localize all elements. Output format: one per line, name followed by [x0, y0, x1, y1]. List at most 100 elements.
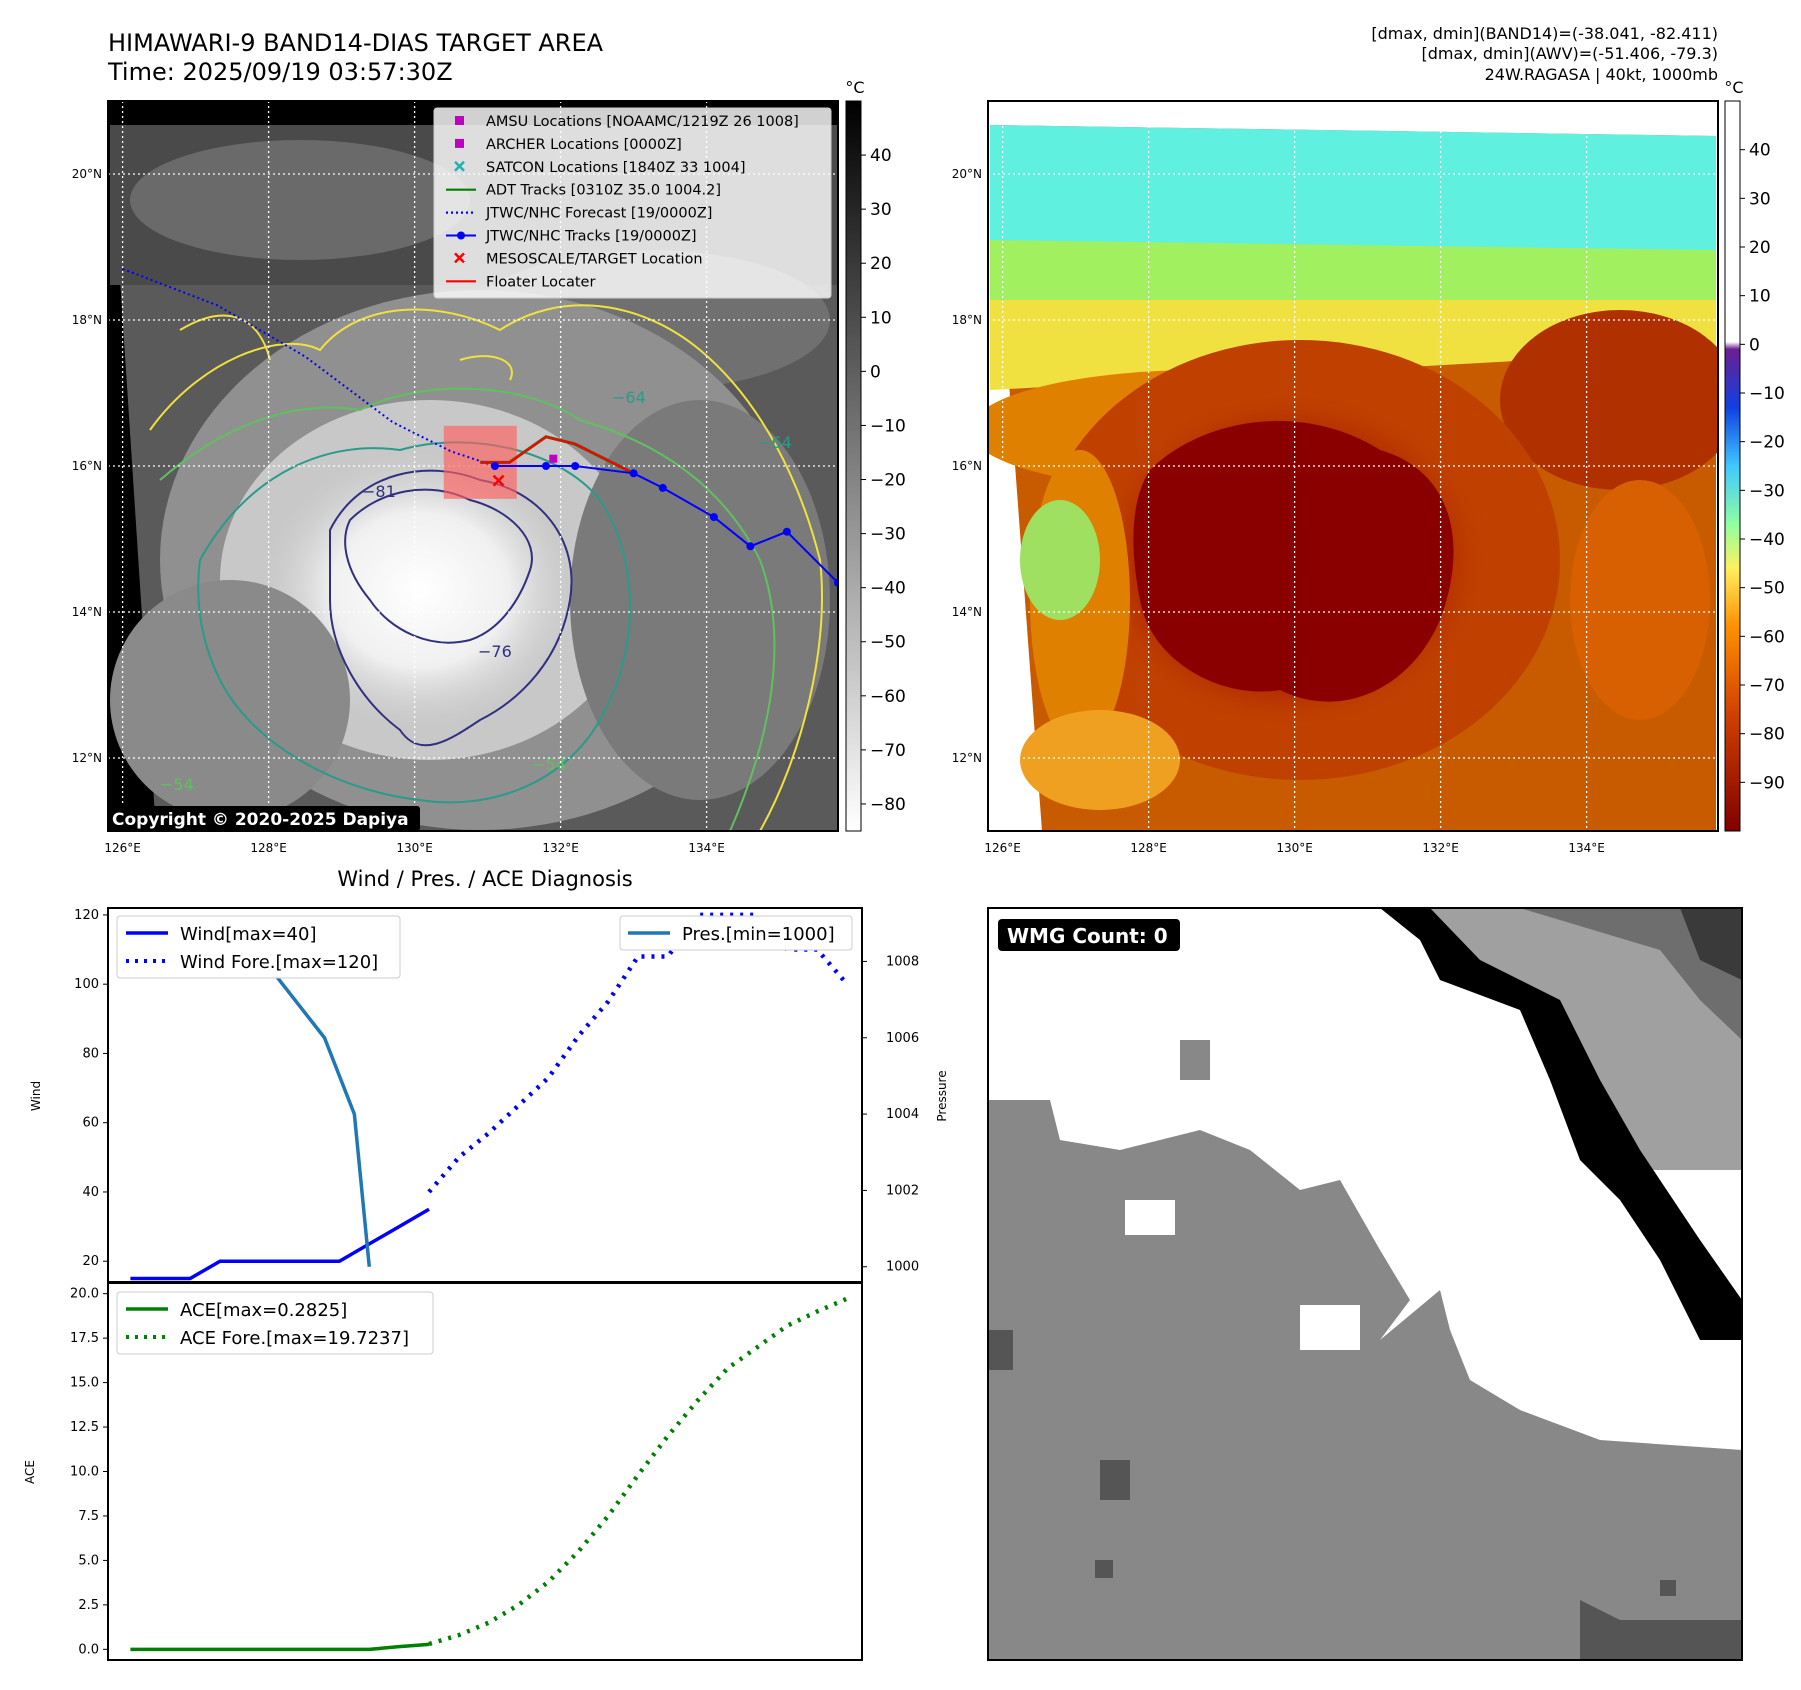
archer-location-marker — [549, 454, 558, 463]
y-tick-label: 15.0 — [70, 1376, 99, 1391]
wmg-imagery — [988, 908, 1742, 1660]
lat-tick-label: 12°N — [72, 751, 102, 765]
diagnosis-title: Wind / Pres. / ACE Diagnosis — [337, 867, 632, 891]
jtwc-track-point — [629, 469, 638, 478]
colorbar-tick-label: −90 — [1749, 773, 1785, 793]
y-tick-label: 10.0 — [70, 1465, 99, 1480]
lat-tick-label: 12°N — [952, 751, 982, 765]
lon-tick-label: 134°E — [688, 841, 725, 855]
y-tick-label: 60 — [82, 1116, 99, 1131]
legend-wind: Wind[max=40] — [180, 924, 317, 945]
y2-tick-label: 1004 — [886, 1107, 919, 1122]
ir-contour-labels: −81 −76 −64 −54 −64 −54 — [160, 388, 792, 794]
colorbar-tick-label: 10 — [870, 308, 892, 328]
ir-legend: AMSU Locations [NOAAMC/1219Z 26 1008] ARC… — [433, 107, 832, 299]
info-line-1: [dmax, dmin](BAND14)=(-38.041, -82.411) — [1371, 24, 1718, 43]
ir-contours — [149, 304, 823, 831]
y2-tick-label: 1002 — [886, 1183, 919, 1198]
colorbar-tick-label: 20 — [1749, 238, 1771, 258]
colorbar-tick-label: −60 — [1749, 627, 1785, 647]
lon-tick-label: 128°E — [1130, 841, 1167, 855]
lon-tick-label: 130°E — [396, 841, 433, 855]
info-line-3: 24W.RAGASA | 40kt, 1000mb — [1485, 65, 1718, 84]
lon-tick-label: 134°E — [1568, 841, 1605, 855]
awv-axis-ticks: 126°E 128°E 130°E 132°E 134°E 12°N 14°N 16°N 18°… — [952, 167, 1605, 855]
wmg-panel: WMG Count: 0 — [987, 907, 1743, 1661]
colorbar-tick-label: −40 — [870, 579, 906, 599]
figure-title: HIMAWARI-9 BAND14-DIAS TARGET AREA — [108, 29, 604, 57]
colorbar-tick-label: 10 — [1749, 287, 1771, 307]
lon-tick-label: 126°E — [104, 841, 141, 855]
copyright: Copyright © 2020-2025 Dapiya — [112, 810, 409, 830]
colorbar-tick-label: 0 — [870, 362, 881, 382]
y-tick-label: 80 — [82, 1046, 99, 1061]
wmg-count-badge — [998, 919, 1180, 951]
lon-tick-label: 132°E — [542, 841, 579, 855]
ir-colorbar-ramp — [845, 100, 862, 832]
jtwc-track-point — [782, 527, 791, 536]
colorbar-tick-label: −50 — [870, 633, 906, 653]
copyright-box — [108, 806, 420, 831]
pressure-legend: Pres.[min=1000] — [619, 915, 853, 951]
colorbar-tick-label: −70 — [870, 741, 906, 761]
lat-tick-label: 14°N — [952, 605, 982, 619]
y-tick-label: 7.5 — [78, 1509, 99, 1524]
y-tick-label: 17.5 — [70, 1331, 99, 1346]
colorbar-tick-label: −10 — [1749, 384, 1785, 404]
wmg-count: WMG Count: 0 — [1007, 924, 1168, 948]
lat-tick-label: 16°N — [72, 459, 102, 473]
legend-marker-dot — [457, 231, 465, 240]
colorbar-tick-label: −20 — [870, 471, 906, 491]
colorbar-tick-label: −30 — [1749, 481, 1785, 501]
y-tick-label: 20.0 — [70, 1287, 99, 1302]
figure-time: Time: 2025/09/19 03:57:30Z — [107, 58, 453, 86]
legend-marker — [455, 116, 464, 125]
legend-marker — [455, 138, 464, 148]
awv-gridlines — [988, 101, 1718, 831]
contour-label-54a: −54 — [532, 755, 566, 774]
legend-label: SATCON Locations [1840Z 33 1004] — [486, 160, 745, 176]
colorbar-tick-label: −10 — [870, 416, 906, 436]
legend-label: Floater Locater — [486, 274, 595, 290]
lon-tick-label: 128°E — [250, 841, 287, 855]
jtwc-track-point — [542, 462, 550, 470]
colorbar-tick-label: −40 — [1749, 530, 1785, 550]
colorbar-tick-label: 40 — [870, 146, 892, 166]
info-line-2: [dmax, dmin](AWV)=(-51.406, -79.3) — [1421, 44, 1718, 63]
colorbar-tick-label: −30 — [870, 525, 906, 545]
y-tick-label: 2.5 — [78, 1598, 99, 1613]
jtwc-forecast-line — [122, 267, 496, 467]
lat-tick-label: 16°N — [952, 459, 982, 473]
floater-track-line — [480, 435, 635, 475]
ir-map-panel: −81 −76 −64 −54 −64 −54 AMSU Locations [… — [72, 100, 839, 855]
colorbar-tick-label: −80 — [870, 795, 906, 815]
jtwc-track-point — [746, 542, 755, 551]
legend-label: JTWC/NHC Forecast [19/0000Z] — [485, 206, 712, 222]
lon-tick-label: 132°E — [1422, 841, 1459, 855]
legend-pressure: Pres.[min=1000] — [682, 924, 835, 945]
legend-wind-forecast: Wind Fore.[max=120] — [180, 952, 378, 973]
legend-label: JTWC/NHC Tracks [19/0000Z] — [485, 229, 697, 245]
lon-tick-label: 126°E — [984, 841, 1021, 855]
awv-colorbar: °C 40 30 20 10 0 −10 −20 −30 −40 −50 −60 −70 −80 −90 — [1724, 78, 1785, 832]
jtwc-track-point — [709, 513, 718, 522]
awv-colorbar-unit: °C — [1724, 78, 1743, 97]
lat-tick-label: 20°N — [952, 167, 982, 181]
colorbar-tick-label: −60 — [870, 687, 906, 707]
ir-axis-ticks: 126°E 128°E 130°E 132°E 134°E 12°N 14°N 16°N 18°… — [72, 167, 725, 855]
series-line-0 — [130, 1642, 430, 1652]
lat-tick-label: 14°N — [72, 605, 102, 619]
awv-imagery — [988, 125, 1718, 831]
legend-ace-forecast: ACE Fore.[max=19.7237] — [180, 1328, 409, 1349]
legend-label: MESOSCALE/TARGET Location — [486, 251, 703, 267]
ace-ylabel: ACE — [23, 1460, 37, 1484]
ir-map-frame — [107, 100, 839, 832]
colorbar-tick-label: −50 — [1749, 579, 1785, 599]
lat-tick-label: 20°N — [72, 167, 102, 181]
y-tick-label: 20 — [82, 1254, 99, 1269]
colorbar-tick-label: −80 — [1749, 725, 1785, 745]
y-tick-label: 5.0 — [78, 1553, 99, 1568]
wind-legend: Wind[max=40] Wind Fore.[max=120] — [116, 915, 401, 979]
colorbar-tick-label: 30 — [1749, 189, 1771, 209]
ir-colorbar: °C 40 30 20 10 0 −10 −20 −30 −40 −50 −60 −70 −80 — [845, 78, 906, 832]
